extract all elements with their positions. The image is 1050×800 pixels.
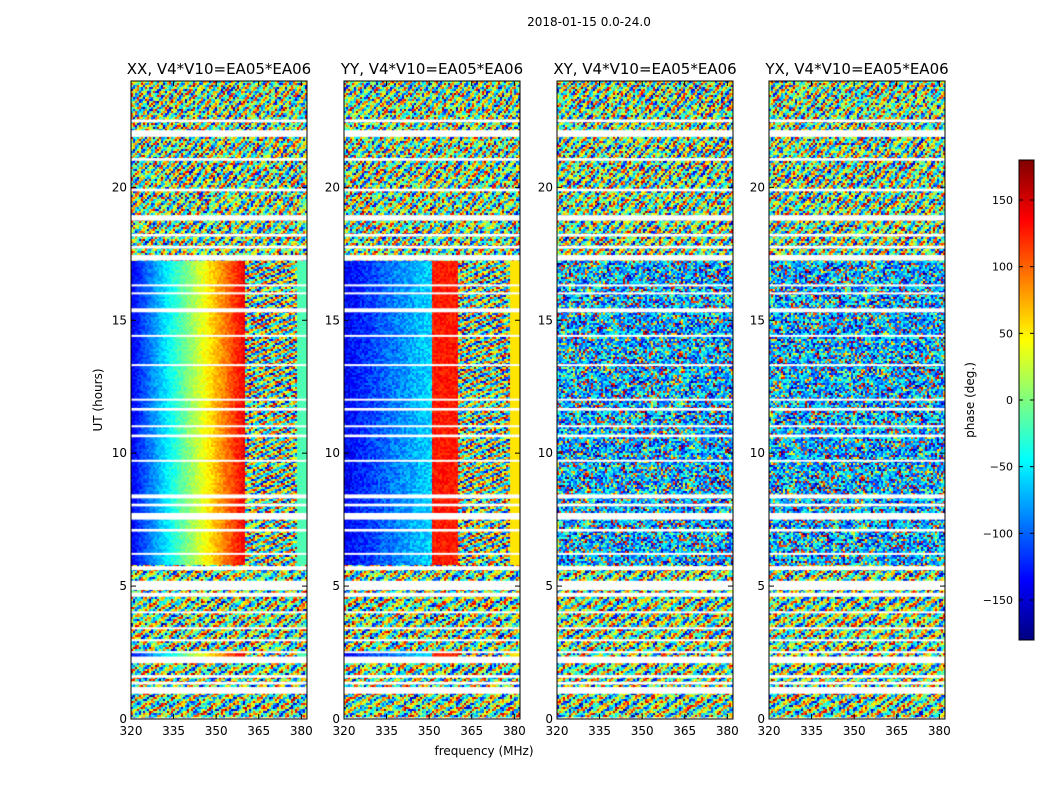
colorbar-tick-label: 150 bbox=[992, 194, 1013, 207]
panel-xy: XY, V4*V10=EA05*EA06 320 335 350 365 380 0 5 10 1… bbox=[538, 60, 739, 738]
x-tick-label: 365 bbox=[247, 724, 270, 738]
panel-frame bbox=[556, 80, 734, 720]
y-tick-label: 20 bbox=[325, 180, 340, 194]
panel-yy: YY, V4*V10=EA05*EA06 320 335 350 365 380 0 5 10 1… bbox=[325, 60, 526, 738]
heatmap-yx bbox=[769, 81, 945, 719]
x-axis-label: frequency (MHz) bbox=[434, 744, 533, 758]
y-tick-label: 5 bbox=[332, 579, 340, 593]
y-tick-label: 20 bbox=[112, 180, 127, 194]
panel-title-xx: XX, V4*V10=EA05*EA06 bbox=[127, 60, 311, 78]
x-tick-label: 335 bbox=[588, 724, 611, 738]
x-tick-label: 320 bbox=[546, 724, 569, 738]
x-tick-label: 335 bbox=[162, 724, 185, 738]
y-tick-label: 15 bbox=[325, 313, 340, 327]
y-tick-label: 0 bbox=[757, 712, 765, 726]
x-tick-label: 350 bbox=[418, 724, 441, 738]
y-tick-label: 15 bbox=[538, 313, 553, 327]
x-tick-label: 380 bbox=[928, 724, 951, 738]
y-tick-label: 10 bbox=[750, 446, 765, 460]
colorbar-ticks: 150 100 50 0 −50 −100 −150 bbox=[983, 194, 1034, 607]
heatmap-yy bbox=[344, 81, 520, 719]
colorbar-tick-label: −150 bbox=[983, 594, 1013, 607]
colorbar: 150 100 50 0 −50 −100 −150 phase (deg.) bbox=[963, 159, 1035, 641]
y-tick-label: 10 bbox=[538, 446, 553, 460]
panel-frame bbox=[343, 80, 521, 720]
y-axis-label: UT (hours) bbox=[91, 368, 105, 431]
panel-frame bbox=[768, 80, 946, 720]
y-tick-label: 10 bbox=[325, 446, 340, 460]
x-tick-label: 320 bbox=[333, 724, 356, 738]
y-tick-label: 15 bbox=[750, 313, 765, 327]
y-tick-label: 0 bbox=[545, 712, 553, 726]
x-tick-label: 380 bbox=[503, 724, 526, 738]
y-tick-label: 20 bbox=[750, 180, 765, 194]
panel-xx: XX, V4*V10=EA05*EA06 320 335 350 365 380 0 5 10 1… bbox=[112, 60, 313, 738]
panel-frame bbox=[130, 80, 308, 720]
panel-title-yx: YX, V4*V10=EA05*EA06 bbox=[764, 60, 948, 78]
y-tick-label: 0 bbox=[332, 712, 340, 726]
figure-suptitle: 2018-01-15 0.0-24.0 bbox=[527, 15, 651, 29]
x-tick-label: 380 bbox=[716, 724, 739, 738]
y-tick-label: 5 bbox=[119, 579, 127, 593]
colorbar-tick-label: 0 bbox=[1006, 394, 1013, 407]
colorbar-label: phase (deg.) bbox=[963, 362, 977, 438]
panels: XX, V4*V10=EA05*EA06 320 335 350 365 380 0 5 10 1… bbox=[112, 60, 951, 738]
x-tick-label: 335 bbox=[800, 724, 823, 738]
y-tick-label: 10 bbox=[112, 446, 127, 460]
heatmap-xx bbox=[131, 81, 307, 719]
x-tick-label: 365 bbox=[673, 724, 696, 738]
y-tick-label: 20 bbox=[538, 180, 553, 194]
colorbar-tick-label: −100 bbox=[983, 527, 1013, 540]
colorbar-tick-label: 50 bbox=[999, 327, 1013, 340]
panel-title-xy: XY, V4*V10=EA05*EA06 bbox=[553, 60, 736, 78]
x-tick-label: 365 bbox=[460, 724, 483, 738]
x-tick-label: 350 bbox=[843, 724, 866, 738]
colorbar-tick-label: −50 bbox=[990, 461, 1013, 474]
panel-yx: YX, V4*V10=EA05*EA06 320 335 350 365 380 0 5 10 1… bbox=[750, 60, 951, 738]
x-tick-label: 350 bbox=[205, 724, 228, 738]
x-tick-label: 380 bbox=[290, 724, 313, 738]
x-tick-label: 320 bbox=[758, 724, 781, 738]
y-tick-label: 0 bbox=[119, 712, 127, 726]
panel-title-yy: YY, V4*V10=EA05*EA06 bbox=[340, 60, 523, 78]
heatmap-xy bbox=[557, 81, 733, 719]
y-tick-label: 5 bbox=[545, 579, 553, 593]
x-tick-label: 350 bbox=[631, 724, 654, 738]
x-tick-label: 320 bbox=[120, 724, 143, 738]
x-tick-label: 365 bbox=[885, 724, 908, 738]
colorbar-tick-label: 100 bbox=[992, 261, 1013, 274]
y-tick-label: 5 bbox=[757, 579, 765, 593]
x-tick-label: 335 bbox=[375, 724, 398, 738]
y-tick-label: 15 bbox=[112, 313, 127, 327]
